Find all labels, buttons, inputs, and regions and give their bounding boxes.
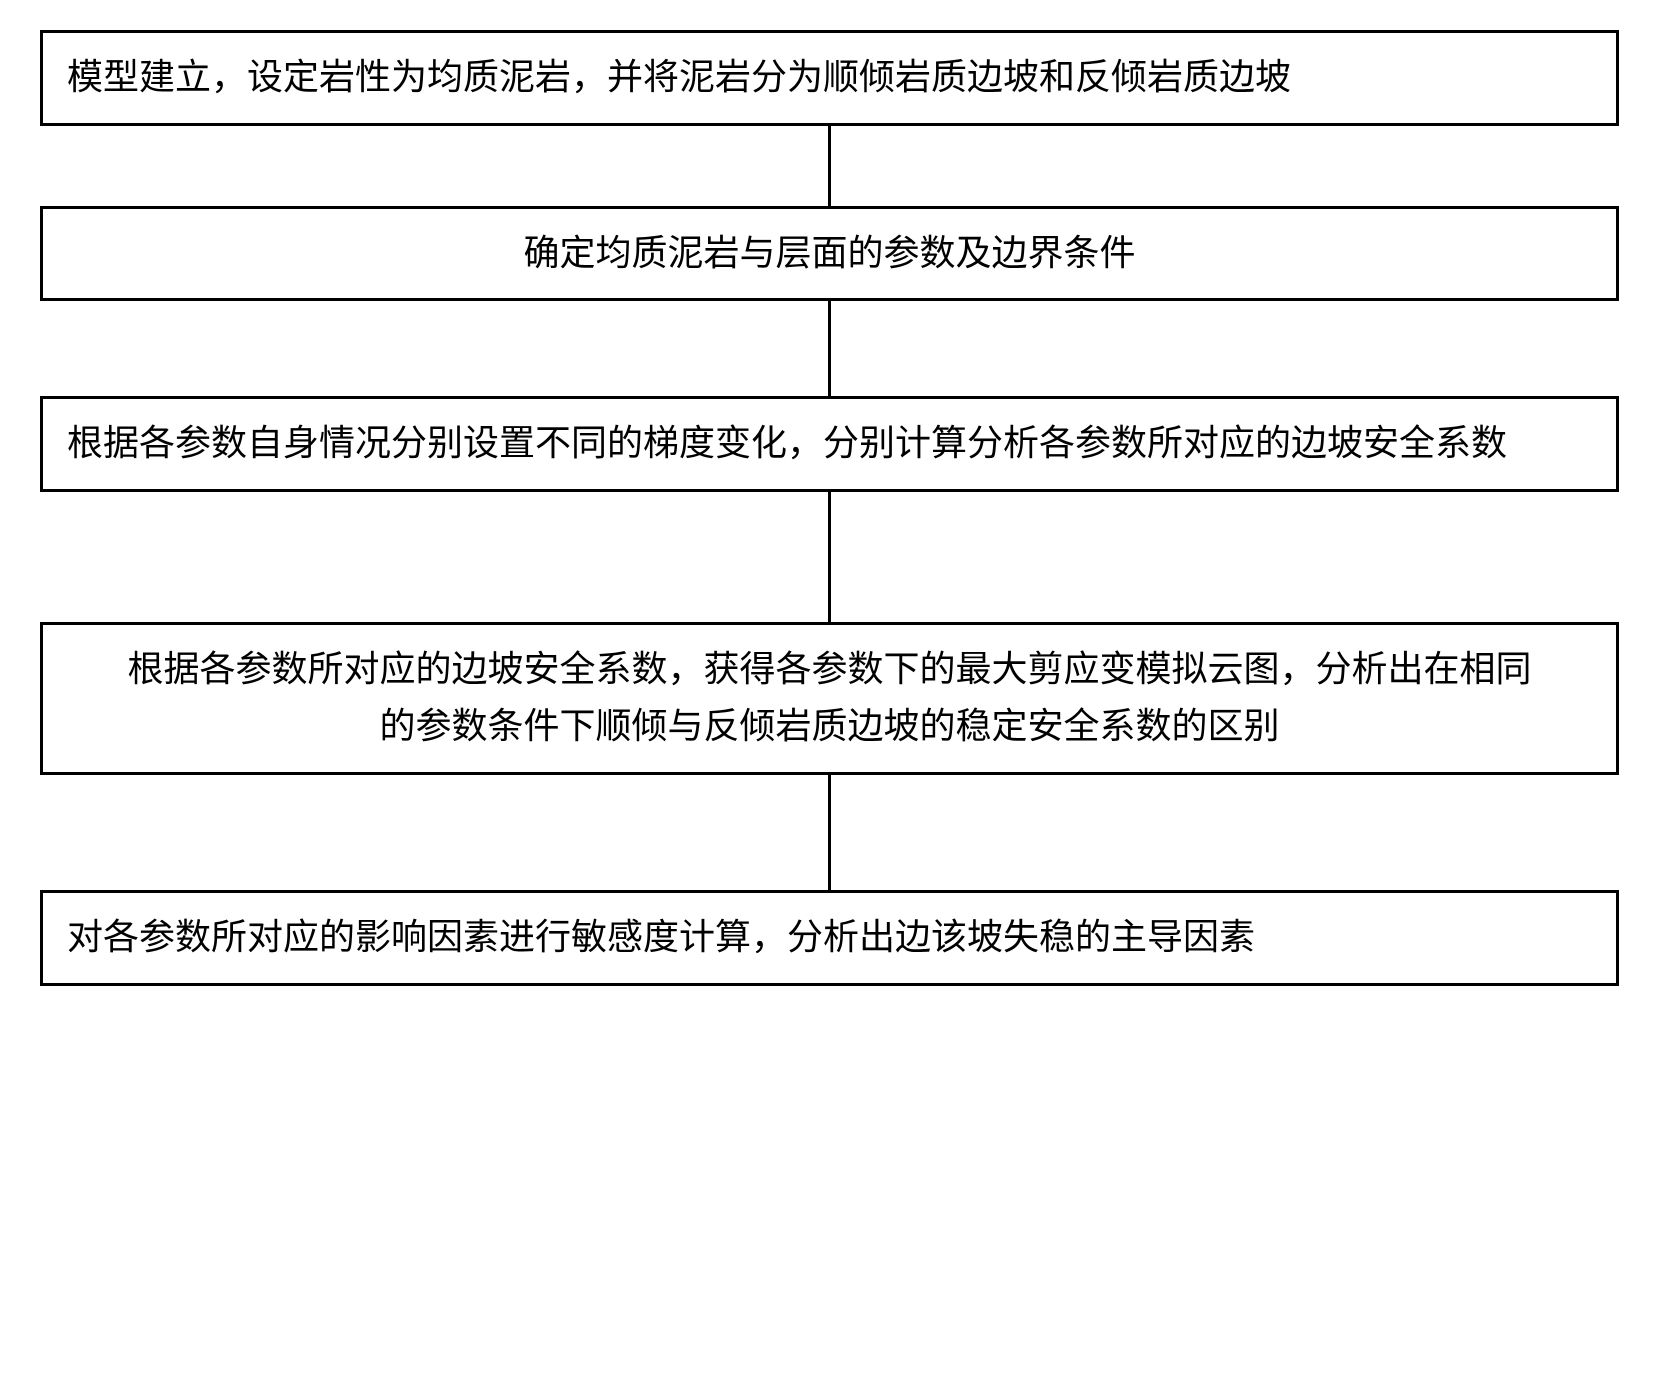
step-text: 模型建立，设定岩性为均质泥岩，并将泥岩分为顺倾岩质边坡和反倾岩质边坡 — [67, 57, 1291, 97]
connector-1-2 — [828, 126, 831, 206]
step-text: 根据各参数自身情况分别设置不同的梯度变化，分别计算分析各参数所对应的边坡安全系数 — [67, 423, 1507, 463]
flowchart-step-2: 确定均质泥岩与层面的参数及边界条件 — [40, 206, 1619, 302]
step-text: 对各参数所对应的影响因素进行敏感度计算，分析出边该坡失稳的主导因素 — [67, 917, 1255, 957]
connector-4-5 — [828, 775, 831, 890]
step-text: 根据各参数所对应的边坡安全系数，获得各参数下的最大剪应变模拟云图，分析出在相同的… — [127, 649, 1531, 747]
flowchart-step-5: 对各参数所对应的影响因素进行敏感度计算，分析出边该坡失稳的主导因素 — [40, 890, 1619, 986]
flowchart-container: 模型建立，设定岩性为均质泥岩，并将泥岩分为顺倾岩质边坡和反倾岩质边坡 确定均质泥… — [40, 30, 1619, 986]
flowchart-step-1: 模型建立，设定岩性为均质泥岩，并将泥岩分为顺倾岩质边坡和反倾岩质边坡 — [40, 30, 1619, 126]
connector-3-4 — [828, 492, 831, 622]
connector-2-3 — [828, 301, 831, 396]
flowchart-step-3: 根据各参数自身情况分别设置不同的梯度变化，分别计算分析各参数所对应的边坡安全系数 — [40, 396, 1619, 492]
step-text: 确定均质泥岩与层面的参数及边界条件 — [523, 233, 1135, 273]
flowchart-step-4: 根据各参数所对应的边坡安全系数，获得各参数下的最大剪应变模拟云图，分析出在相同的… — [40, 622, 1619, 775]
